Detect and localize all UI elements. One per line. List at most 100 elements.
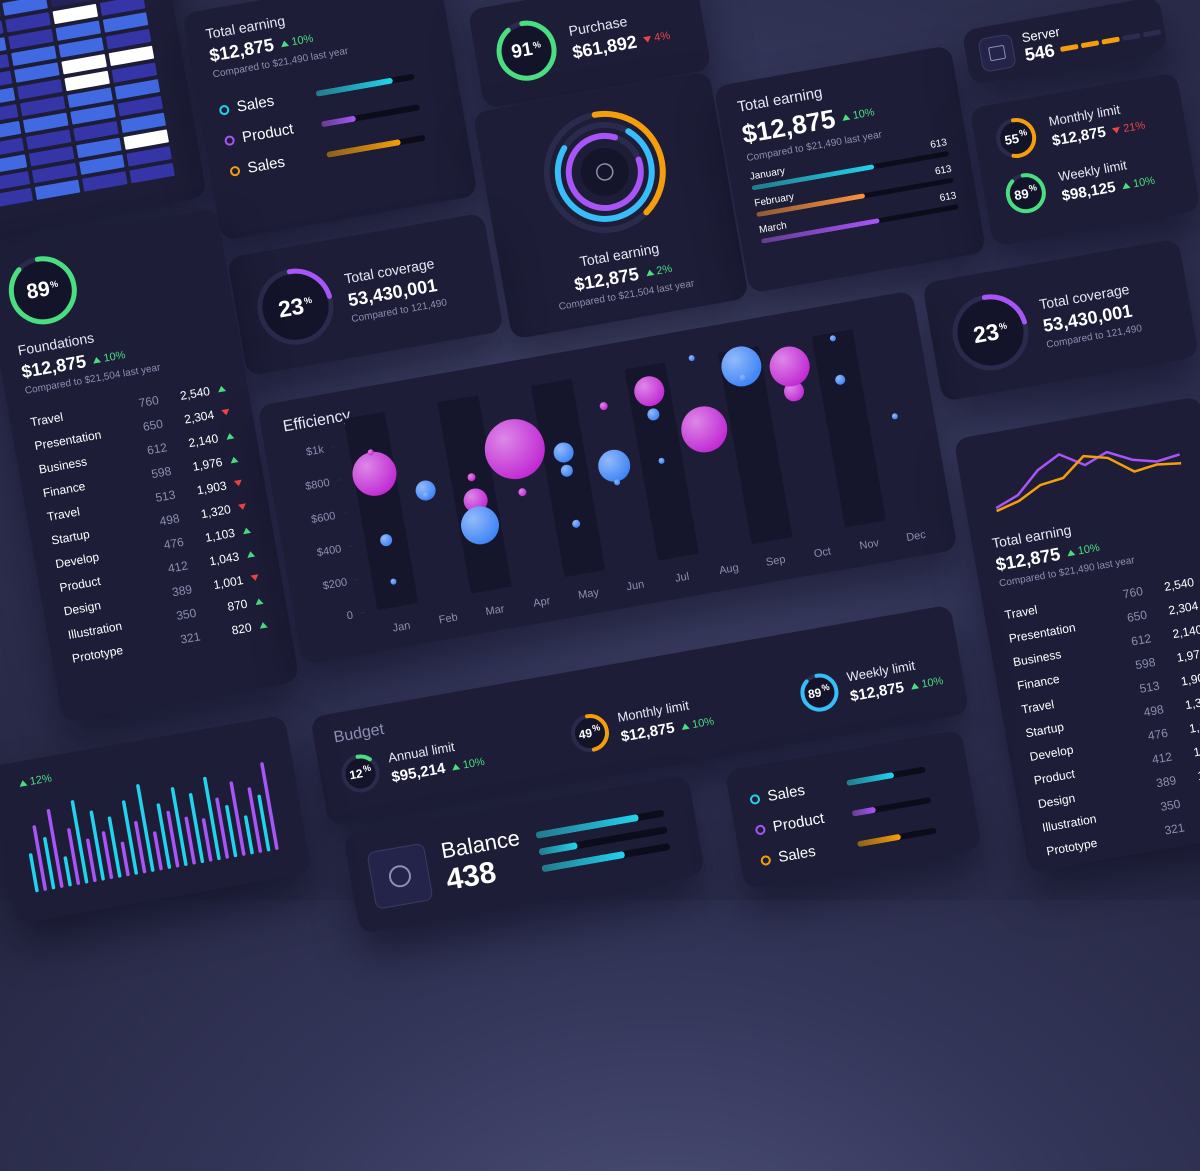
right-panel-card: Total earning $12,875 10% Compared to $21,4… [953, 396, 1200, 873]
y-tick-label: $1k [305, 444, 325, 459]
gauge: 23% [250, 262, 340, 352]
bar-fill [326, 138, 401, 158]
balance-bars [534, 809, 670, 872]
gauge-ring [952, 294, 1029, 371]
month-value: 613 [929, 137, 948, 151]
server-icon-glyph [987, 44, 1007, 61]
gauge: 12% [337, 750, 383, 796]
row-trend [246, 550, 256, 558]
heatmap-cell [64, 70, 110, 92]
chart-title: Efficiency [282, 407, 352, 436]
heatmap-cell [58, 37, 104, 58]
trend-arrow [451, 762, 461, 770]
server-text: Server 546 [1020, 6, 1162, 65]
heatmap-cell [52, 3, 98, 25]
activity-bar [121, 800, 138, 875]
activity-bar [247, 787, 263, 853]
row-total: 1,001 [1196, 764, 1200, 784]
activity-bar [32, 825, 47, 891]
legend-dot [754, 823, 767, 836]
row-trend [225, 432, 235, 440]
trend-arrow [643, 35, 652, 44]
x-tick-label: May [577, 586, 600, 602]
trend-change: 10% [290, 32, 315, 48]
column-band [811, 329, 886, 528]
trend-arrow [1066, 548, 1076, 556]
page: Dashboard UI Kit { "unit": "%", "heatmap… [0, 0, 1200, 934]
heatmap-cell [114, 79, 160, 100]
balance-icon-glyph [387, 863, 413, 889]
bubble [467, 473, 476, 482]
line-series [996, 454, 1182, 513]
legend-label: Product [771, 809, 826, 836]
tick-mark [343, 512, 348, 515]
gauge-ring [496, 20, 557, 81]
coverage-card: 23% Total coverage 53,430,001 Compared to 1… [226, 212, 504, 377]
budget-item: 89% Weekly limit $12,875 10% [796, 651, 945, 715]
trend-arrow [841, 113, 851, 121]
gauge-value: 23 [971, 317, 1001, 348]
heatmap-cell [61, 54, 107, 75]
stat: Purchase $61,892 4% [567, 5, 672, 63]
gauge-value: 55 [1003, 130, 1021, 148]
bubble [721, 346, 762, 387]
legend-label: Product [240, 120, 295, 147]
bubble [422, 491, 431, 500]
gauge-arc [8, 256, 77, 325]
column-band [718, 346, 793, 544]
row-trend [237, 503, 247, 511]
gauge-ring [8, 256, 77, 325]
server-icon [977, 32, 1017, 73]
gauge-label: 12% [337, 750, 383, 796]
bubble [739, 374, 748, 383]
trend-arrow [1121, 181, 1131, 189]
gauge: 49% [567, 710, 613, 756]
ring-chart [543, 110, 666, 233]
budget-card: Budget 12% Annual limit $95,214 10% 49% Monthl… [310, 604, 970, 826]
activity-bar [201, 818, 213, 862]
row-total: 1,320 [1183, 693, 1200, 713]
bar-fill [856, 833, 902, 847]
row-trend [258, 621, 268, 629]
trend-change: 2% [655, 262, 674, 277]
heatmap-cell [31, 162, 78, 184]
column-band [531, 379, 606, 577]
sales-card: Sales Product Sales [724, 729, 982, 890]
x-tick-label: Jul [674, 571, 690, 585]
gauge-arc [570, 714, 609, 753]
stat-amount: $12,875 [1050, 123, 1108, 150]
efficiency-card: Efficiency Jan Feb Mar Apr May Jun Jul Aug Sep Oct… [257, 290, 958, 665]
y-tick-label: 0 [346, 610, 354, 623]
ring-arc [554, 121, 655, 222]
bubble [352, 451, 397, 496]
row-count: 412 [1150, 749, 1174, 767]
activity-bar [89, 810, 105, 881]
server-card: Server 546 [961, 0, 1169, 85]
heatmap-cell [49, 0, 95, 8]
gauge-ring [257, 268, 334, 345]
heatmap-cell [26, 129, 72, 150]
activity-bar [203, 776, 221, 861]
heatmap-cell [73, 121, 119, 142]
trend-arrow [680, 722, 690, 730]
bar-track [846, 765, 926, 786]
efficiency-chart: Efficiency Jan Feb Mar Apr May Jun Jul Aug Sep Oct… [282, 329, 927, 635]
heatmap-cell [0, 121, 22, 142]
bubble [681, 406, 728, 453]
heatmap-cell [0, 70, 13, 91]
activity-bar [70, 800, 89, 884]
gauge-value: 89 [806, 685, 823, 702]
bubble [380, 534, 393, 547]
heatmap-cell [29, 146, 75, 167]
bar-track [856, 826, 937, 847]
gauge-arc [996, 117, 1037, 158]
bubble [484, 419, 545, 480]
heatmap-cell [123, 129, 169, 150]
stat: Monthly limit $12,875 21% [1047, 98, 1146, 150]
heatmap-cell [111, 62, 158, 83]
y-tick-label: $200 [322, 576, 348, 592]
bubble [599, 402, 608, 411]
monthly-card: Total earning $12,875 10% Compared to $21,4… [713, 45, 987, 294]
data-table: Travel 760 2,540 Presentation 650 2,304 Busine… [1003, 567, 1200, 863]
